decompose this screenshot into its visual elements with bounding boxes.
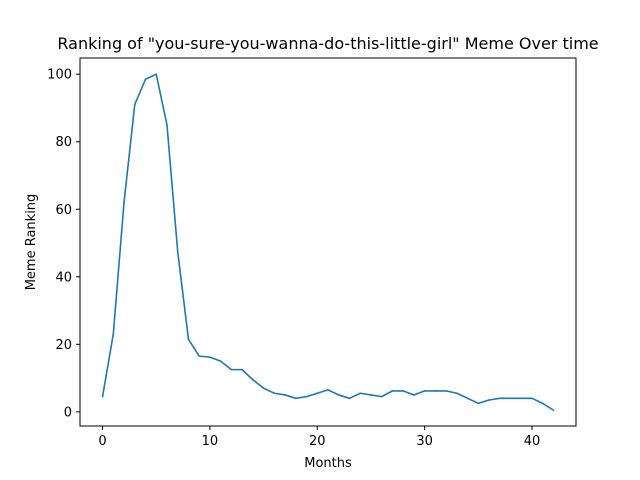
y-tick-label: 20 (55, 338, 72, 353)
data-point (101, 395, 104, 398)
data-point (370, 394, 372, 396)
x-axis: 0 10 20 30 40 (98, 426, 540, 449)
data-point (466, 397, 469, 400)
data-point (262, 387, 265, 389)
data-point (123, 201, 125, 204)
data-point (294, 397, 297, 400)
data-point (305, 395, 308, 398)
x-axis-label: Months (304, 456, 352, 471)
data-point (273, 392, 276, 395)
data-point (456, 392, 458, 395)
y-tick-label: 80 (55, 135, 72, 150)
y-tick-label: 0 (64, 405, 72, 420)
data-point (166, 124, 168, 126)
data-point (509, 397, 512, 400)
x-tick-label: 0 (98, 434, 106, 449)
data-point (187, 338, 190, 341)
plot-area (79, 57, 577, 427)
data-point (520, 397, 523, 400)
data-point (402, 390, 404, 392)
data-point (488, 399, 490, 401)
data-point (337, 394, 340, 396)
data-point (144, 78, 147, 81)
x-tick-label: 40 (524, 434, 541, 449)
data-point (219, 360, 222, 362)
y-axis-label: Meme Ranking (24, 194, 39, 291)
series-layer (101, 73, 555, 411)
data-point (327, 389, 329, 391)
data-point (176, 250, 179, 253)
data-point (198, 355, 200, 357)
data-point (445, 390, 447, 392)
chart-title: Ranking of "you-sure-you-wanna-do-this-l… (57, 34, 598, 53)
y-tick-label: 40 (55, 270, 72, 285)
data-point (413, 394, 415, 396)
data-point (552, 409, 555, 411)
data-point (423, 390, 426, 392)
x-tick-label: 20 (309, 434, 326, 449)
data-point (391, 390, 394, 392)
data-point (316, 392, 319, 395)
data-point (380, 395, 383, 398)
data-point (498, 397, 501, 400)
data-point (133, 103, 136, 106)
y-tick-label: 100 (47, 68, 72, 83)
data-point (541, 402, 544, 405)
data-point (252, 378, 254, 381)
data-point (477, 402, 480, 405)
data-point (284, 394, 286, 396)
data-point (348, 397, 351, 400)
data-point (359, 392, 362, 395)
y-axis: 0 20 40 60 80 100 (47, 68, 80, 420)
data-point (230, 368, 233, 371)
data-point (241, 368, 243, 371)
data-point (434, 390, 437, 392)
series-line (101, 73, 554, 411)
data-point (155, 73, 158, 76)
data-point (531, 397, 533, 400)
data-point (112, 333, 115, 335)
x-tick-label: 30 (416, 434, 433, 449)
x-tick-label: 10 (202, 434, 219, 449)
y-tick-label: 60 (55, 203, 72, 218)
data-point (209, 356, 211, 358)
